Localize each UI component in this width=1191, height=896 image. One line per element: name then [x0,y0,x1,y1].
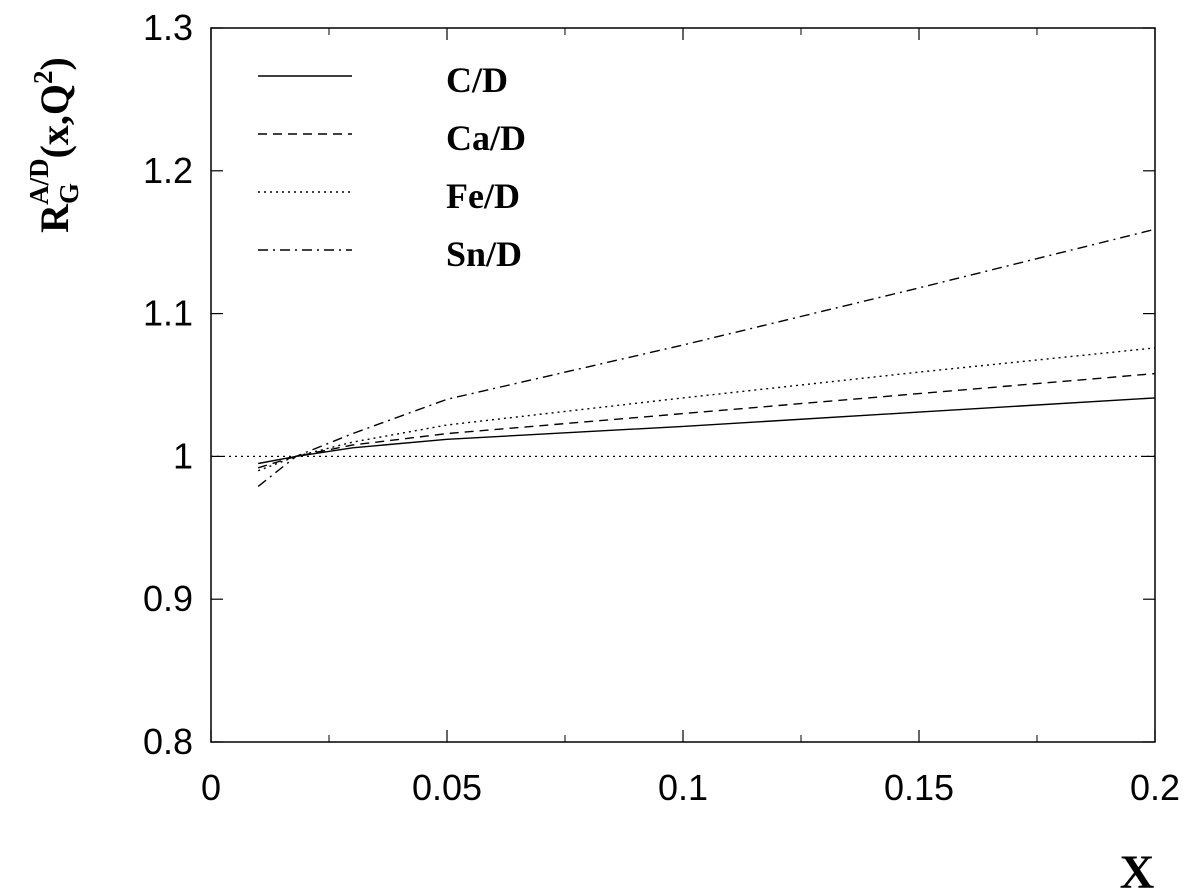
legend: C/D Ca/D Fe/D Sn/D [258,60,526,274]
axis-ticks: 0.8 0.9 1 1.1 1.2 1.3 0 0.05 0.1 0.15 0.2 [143,7,1180,808]
y-axis-title-tail: (x,Q [32,84,77,158]
y-axis-title-sub: G [54,183,84,204]
x-axis-title: X [1120,846,1155,896]
y-tick-label: 0.9 [143,578,193,619]
y-tick-label: 1.3 [143,7,193,48]
y-axis-title-tail-close: ) [32,57,77,70]
legend-label-sn-d: Sn/D [446,234,522,274]
series-line-ca-d [257,372,1156,469]
y-tick-label: 1 [173,435,193,476]
x-tick-label: 0.1 [658,767,708,808]
y-axis-title: RGA/D(x,Q2) [24,57,84,233]
legend-label-ca-d: Ca/D [446,118,526,158]
x-tick-label: 0.05 [412,767,482,808]
y-tick-label: 1.1 [143,293,193,334]
plot-border [210,27,1156,743]
series-group [257,228,1156,487]
y-axis-title-base: R [32,203,77,233]
y-tick-label: 1.2 [143,150,193,191]
y-tick-label: 0.8 [143,721,193,762]
y-axis-title-tail-sup: 2 [28,70,58,84]
plot-area [210,27,1156,743]
x-tick-label: 0.2 [1130,767,1180,808]
series-line-fe-d [257,347,1156,472]
x-tick-label: 0.15 [884,767,954,808]
legend-label-fe-d: Fe/D [446,176,520,216]
legend-label-c-d: C/D [446,60,508,100]
svg-text:RGA/D(x,Q2): RGA/D(x,Q2) [24,57,84,233]
series-line-sn-d [257,228,1156,487]
series-line-c-d [258,397,1156,465]
y-axis-title-sup: A/D [24,158,54,205]
x-tick-label: 0 [201,767,221,808]
